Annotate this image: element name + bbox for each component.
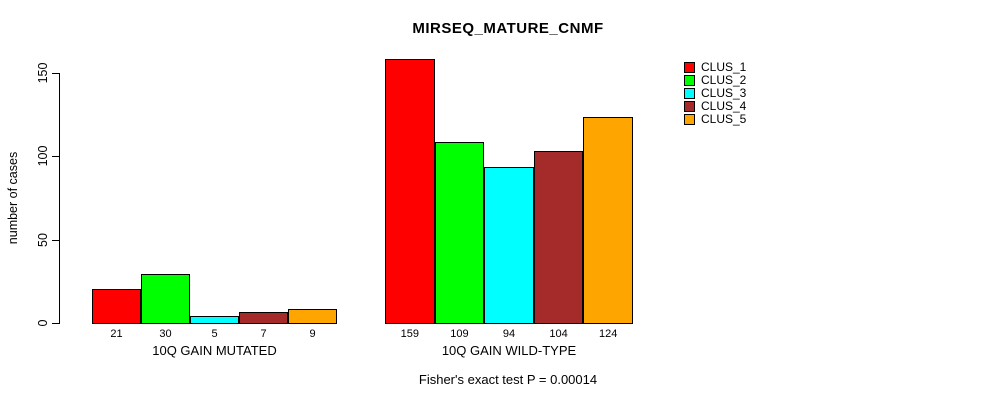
bar-value-label: 159 bbox=[400, 328, 419, 340]
y-tick-label-100: 100 bbox=[36, 145, 50, 167]
bar-clus_1-wildtype bbox=[385, 59, 435, 324]
legend-swatch-clus_5 bbox=[684, 114, 695, 125]
y-tick-label-50: 50 bbox=[36, 233, 50, 247]
y-tick-label-0: 0 bbox=[36, 319, 50, 327]
legend-label-clus_3: CLUS_3 bbox=[701, 86, 747, 100]
bar-value-label: 30 bbox=[159, 328, 172, 340]
bar-value-label: 104 bbox=[549, 328, 568, 340]
y-tick-50 bbox=[52, 240, 59, 241]
bar-value-label: 124 bbox=[598, 328, 618, 340]
bar-clus_3-wildtype bbox=[484, 167, 534, 324]
annotation-fishers-test: Fisher's exact test P = 0.00014 bbox=[418, 372, 598, 387]
legend-row-clus_5: CLUS_5 bbox=[684, 113, 746, 126]
x-axis-label-mutated: 10Q GAIN MUTATED bbox=[152, 343, 277, 358]
y-tick-0 bbox=[52, 323, 59, 324]
bar-value-label: 7 bbox=[260, 328, 267, 340]
legend-label-clus_5: CLUS_5 bbox=[701, 112, 747, 126]
bar-clus_1-mutated bbox=[92, 289, 141, 324]
bar-clus_4-wildtype bbox=[533, 151, 584, 324]
legend-row-clus_1: CLUS_1 bbox=[684, 61, 746, 74]
value-labels-mutated: 21 30 5 7 9 bbox=[92, 328, 337, 340]
legend-row-clus_3: CLUS_3 bbox=[684, 87, 746, 100]
y-axis-label: number of cases bbox=[6, 151, 20, 245]
legend-swatch-clus_4 bbox=[684, 101, 695, 112]
legend-label-clus_1: CLUS_1 bbox=[701, 60, 747, 74]
y-axis-line bbox=[59, 73, 60, 324]
bar-clus_2-mutated bbox=[141, 274, 190, 324]
y-tick-150 bbox=[52, 73, 59, 74]
legend-label-clus_4: CLUS_4 bbox=[701, 99, 747, 113]
x-axis-label-wildtype: 10Q GAIN WILD-TYPE bbox=[441, 343, 577, 358]
bar-value-label: 109 bbox=[450, 328, 469, 340]
chart-title: MIRSEQ_MATURE_CNMF bbox=[412, 20, 604, 37]
legend-row-clus_4: CLUS_4 bbox=[684, 100, 746, 113]
legend-row-clus_2: CLUS_2 bbox=[684, 74, 746, 87]
legend: CLUS_1 CLUS_2 CLUS_3 CLUS_4 CLUS_5 bbox=[684, 61, 746, 126]
bar-clus_3-mutated bbox=[190, 316, 239, 324]
value-labels-wildtype: 159 109 94 104 124 bbox=[385, 328, 633, 340]
bar-clus_2-wildtype bbox=[434, 142, 485, 324]
bar-group-mutated bbox=[92, 274, 337, 324]
bar-clus_4-mutated bbox=[239, 312, 288, 324]
y-tick-label-150: 150 bbox=[36, 62, 50, 84]
bar-value-label: 21 bbox=[110, 328, 123, 340]
y-tick-100 bbox=[52, 156, 59, 157]
legend-label-clus_2: CLUS_2 bbox=[701, 73, 747, 87]
legend-swatch-clus_1 bbox=[684, 62, 695, 73]
bar-value-label: 94 bbox=[502, 328, 516, 340]
legend-swatch-clus_2 bbox=[684, 75, 695, 86]
bar-group-wildtype bbox=[385, 59, 633, 324]
bar-value-label: 5 bbox=[211, 328, 218, 340]
legend-swatch-clus_3 bbox=[684, 88, 695, 99]
bar-value-label: 9 bbox=[309, 328, 316, 340]
bar-clus_5-mutated bbox=[288, 309, 337, 324]
bar-clus_5-wildtype bbox=[583, 117, 633, 324]
